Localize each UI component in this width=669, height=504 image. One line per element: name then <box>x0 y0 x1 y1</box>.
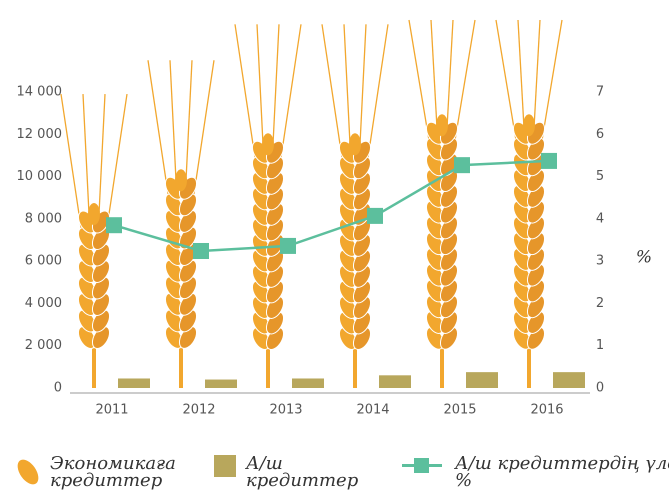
chart: % 0 2 000 4 000 6 000 8 000 10 000 12 000 14 00… <box>17 19 652 418</box>
kernel <box>175 169 187 192</box>
kernel <box>262 133 274 156</box>
x-tick-label: 2015 <box>443 403 476 418</box>
bar <box>379 375 411 388</box>
legend-icon-bar <box>214 455 236 477</box>
wheat-bar <box>408 19 476 388</box>
y-tick-label: 6 000 <box>25 254 62 269</box>
kernel <box>88 203 100 226</box>
line-marker <box>280 237 296 254</box>
y-tick-label: 0 <box>54 381 62 396</box>
x-tick-label: 2014 <box>356 403 389 418</box>
bar <box>292 378 324 388</box>
line-marker <box>193 242 209 259</box>
wheat-bar <box>234 24 302 388</box>
y2-tick-label: 3 <box>596 254 604 269</box>
legend-icon-wheat <box>13 455 43 489</box>
line <box>113 159 550 253</box>
line-marker <box>541 152 557 169</box>
bar <box>553 372 585 388</box>
y2-tick-label: 4 <box>596 211 604 226</box>
kernel <box>523 114 535 137</box>
bar <box>466 372 498 388</box>
y-tick-label: 8 000 <box>25 211 62 226</box>
y2-tick-label: 2 <box>596 296 604 311</box>
legend-icon-marker <box>414 458 429 473</box>
line-marker <box>454 157 470 174</box>
wheat-bar <box>321 24 389 388</box>
y2-axis-label: % <box>636 248 652 268</box>
y2-tick-label: 7 <box>596 85 604 100</box>
kernel <box>349 133 361 156</box>
x-tick-label: 2013 <box>269 403 302 418</box>
kernel <box>436 114 448 137</box>
x-tick-label: 2012 <box>182 403 215 418</box>
y2-tick-label: 6 <box>596 127 604 142</box>
legend-label: Экономикаға кредиттер <box>50 453 176 491</box>
y-tick-label: 10 000 <box>17 169 63 184</box>
line-marker <box>106 217 122 234</box>
y2-tick-label: 5 <box>596 169 604 184</box>
wheat-bar <box>495 19 563 388</box>
wheat-bar <box>147 60 215 388</box>
y2-tick-label: 1 <box>596 338 604 353</box>
bar <box>205 379 237 388</box>
y2-tick-label: 0 <box>596 381 604 396</box>
legend-label: А/ш кредиттер <box>246 453 359 491</box>
y-tick-label: 14 000 <box>17 85 63 100</box>
y-tick-label: 12 000 <box>17 127 63 142</box>
bar <box>118 378 150 388</box>
x-tick-label: 2016 <box>530 403 563 418</box>
y-tick-label: 2 000 <box>25 338 62 353</box>
x-tick-label: 2011 <box>95 403 128 418</box>
y-tick-label: 4 000 <box>25 296 62 311</box>
wheat-bar <box>60 93 128 388</box>
line-marker <box>367 207 383 224</box>
legend-label: А/ш кредиттердің үлесі, % <box>455 453 669 491</box>
